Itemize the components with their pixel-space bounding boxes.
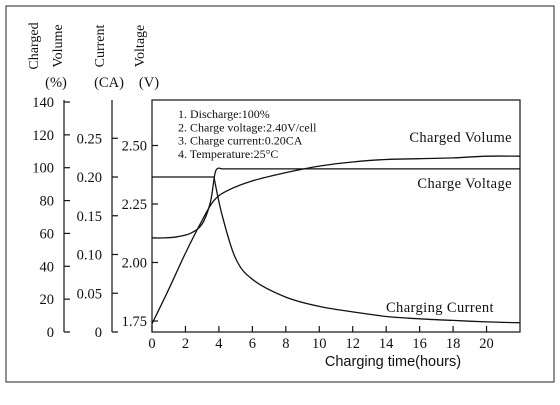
voltage-tick-label: 2.00 [122, 256, 147, 272]
x-tick-label: 14 [379, 336, 394, 352]
x-tick-label: 12 [345, 336, 360, 352]
x-tick-label: 10 [312, 336, 327, 352]
volume-tick-label: 0 [47, 325, 54, 341]
voltage-tick-label: 2.50 [122, 139, 147, 155]
volume-tick-label: 140 [32, 95, 54, 111]
voltage-axis-unit: (V) [139, 75, 159, 91]
x-tick-label: 2 [182, 336, 189, 352]
plot-frame [151, 99, 521, 333]
current-tick-label: 0.25 [77, 131, 102, 147]
current-axis-unit: (CA) [94, 75, 124, 91]
volume-tick-label: 20 [40, 292, 55, 308]
volume-axis-title: Volume [51, 24, 66, 67]
current-tick-label: 0 [95, 325, 102, 341]
volume-axis-unit: (%) [45, 75, 67, 91]
note-line: 1. Discharge:100% [178, 107, 270, 121]
current-tick-label: 0.10 [77, 248, 102, 264]
volume-tick-label: 80 [40, 194, 55, 210]
note-line: 2. Charge voltage:2.40V/cell [178, 120, 317, 134]
series-label: Charged Volume [409, 130, 512, 146]
current-tick-label: 0.05 [77, 286, 102, 302]
volume-tick-label: 60 [40, 226, 55, 242]
voltage-axis-title: Voltage [133, 25, 148, 68]
volume-tick-label: 40 [40, 259, 55, 275]
volume-axis-title: Charged [27, 22, 42, 69]
note-line: 4. Temperature:25°C [178, 147, 278, 161]
x-tick-label: 16 [412, 336, 427, 352]
x-axis-title: Charging time(hours) [325, 354, 461, 370]
x-tick-label: 18 [446, 336, 461, 352]
volume-tick-label: 120 [32, 128, 54, 144]
series-line-charge-voltage [151, 167, 520, 239]
x-tick-label: 20 [479, 336, 494, 352]
x-tick-label: 0 [148, 336, 155, 352]
outer-frame [5, 5, 555, 383]
current-tick-label: 0.20 [77, 170, 102, 186]
current-tick-label: 0.15 [77, 209, 102, 225]
voltage-tick-label: 2.25 [122, 197, 147, 213]
note-line: 3. Charge current:0.20CA [178, 134, 303, 148]
series-line-charged-volume [151, 155, 521, 325]
series-label: Charge Voltage [417, 176, 512, 192]
voltage-tick-label: 1.75 [122, 314, 147, 330]
current-axis-title: Current [93, 25, 108, 68]
x-tick-label: 8 [282, 336, 289, 352]
volume-tick-label: 100 [32, 161, 54, 177]
series-label: Charging Current [386, 300, 494, 316]
x-tick-label: 4 [215, 336, 223, 352]
series-line-charging-current [152, 176, 521, 324]
x-tick-label: 6 [249, 336, 256, 352]
